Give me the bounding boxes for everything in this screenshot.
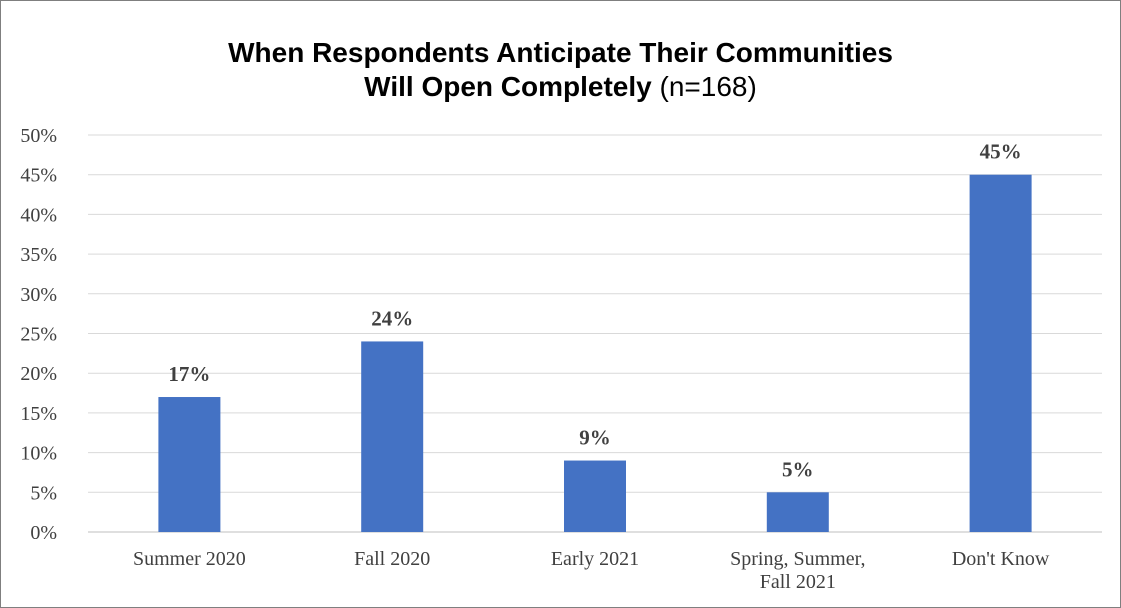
x-axis: Summer 2020 Fall 2020 Early 2021 Spring, Su… [133,548,1050,593]
bar [969,174,1032,532]
y-tick-label: 0% [30,522,57,544]
x-category-label: Spring, Summer, Fall 2021 [730,548,865,593]
y-tick-label: 20% [20,363,57,385]
data-label: 45% [980,140,1022,164]
data-label: 24% [371,306,413,330]
y-tick-label: 35% [20,244,57,266]
chart-title-line1: When Respondents Anticipate Their Commun… [228,37,893,68]
y-tick-label: 40% [20,204,57,226]
bar [564,460,626,532]
y-axis: 0% 5% 10% 15% 20% 25% 30% 35% 40% 45% 50% [20,125,57,544]
y-tick-label: 10% [20,443,57,465]
y-tick-label: 30% [20,284,57,306]
y-tick-label: 50% [20,125,57,147]
bars [158,174,1032,532]
y-tick-label: 45% [20,165,57,187]
chart-title: When Respondents Anticipate Their Commun… [0,36,1121,104]
data-label: 9% [579,426,611,450]
chart-title-line2-bold: Will Open Completely [364,71,652,102]
data-label: 17% [168,362,210,386]
x-category-label: Early 2021 [551,548,639,570]
bar [361,341,424,532]
y-tick-label: 5% [30,482,57,504]
bar [766,492,829,532]
x-category-label: Fall 2020 [354,548,430,570]
data-label: 5% [782,457,814,481]
x-category-label: Summer 2020 [133,548,246,570]
chart-title-sample-size: (n=168) [651,71,757,102]
bar [158,397,221,532]
y-tick-label: 25% [20,324,57,346]
data-labels: 17% 24% 9% 5% 45% [168,140,1021,482]
x-category-label: Don't Know [952,548,1050,570]
y-tick-label: 15% [20,403,57,425]
